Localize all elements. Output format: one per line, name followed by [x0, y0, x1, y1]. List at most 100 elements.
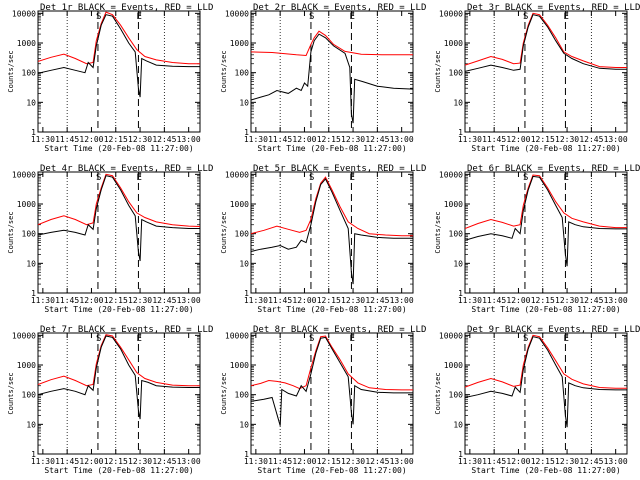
- x-axis-label: Start Time (20-Feb-08 11:27:00): [257, 466, 406, 475]
- marker-label-s: S: [309, 12, 314, 22]
- y-axis-label: Counts/sec: [434, 372, 442, 414]
- plot-frame: [250, 332, 414, 455]
- y-tick-label: 100: [22, 391, 37, 400]
- y-tick-label: 10000: [439, 170, 463, 179]
- x-tick-label: 11:30: [244, 457, 268, 466]
- marker-label-s: S: [96, 334, 101, 344]
- y-tick-label: 1000: [444, 39, 463, 48]
- y-tick-label: 1: [244, 128, 249, 137]
- x-axis-label: Start Time (20-Feb-08 11:27:00): [471, 305, 620, 314]
- y-axis-label: Counts/sec: [7, 372, 15, 414]
- x-tick-label: 12:45: [152, 296, 176, 305]
- y-tick-label: 100: [22, 69, 37, 78]
- x-tick-label: 12:45: [152, 457, 176, 466]
- y-axis-label: Counts/sec: [434, 211, 442, 253]
- y-tick-label: 1000: [444, 200, 463, 209]
- x-tick-label: 12:30: [555, 296, 579, 305]
- x-tick-label: 11:30: [31, 457, 55, 466]
- y-tick-label: 10000: [439, 331, 463, 340]
- y-tick-label: 1: [31, 289, 36, 298]
- series-line-lld: [251, 30, 413, 57]
- x-tick-label: 12:30: [128, 296, 152, 305]
- y-tick-label: 1000: [230, 39, 249, 48]
- marker-label-s: S: [523, 334, 528, 344]
- x-tick-label: 13:00: [177, 457, 201, 466]
- y-axis-label: Counts/sec: [220, 211, 228, 253]
- x-tick-label: 11:30: [458, 296, 482, 305]
- y-tick-label: 10: [26, 420, 36, 429]
- series-line-lld: [38, 173, 200, 227]
- x-tick-label: 12:15: [317, 296, 341, 305]
- plot-title: Det 6r BLACK = Events, RED = LLD: [467, 164, 640, 174]
- x-tick-label: 11:45: [268, 457, 292, 466]
- y-tick-label: 1000: [17, 200, 36, 209]
- x-tick-label: 12:45: [152, 135, 176, 144]
- series-line-events: [251, 177, 413, 285]
- y-tick-label: 1: [458, 128, 463, 137]
- x-tick-label: 12:00: [292, 135, 316, 144]
- x-tick-label: 11:30: [31, 296, 55, 305]
- x-tick-label: 11:45: [268, 135, 292, 144]
- series-line-events: [38, 14, 200, 98]
- x-axis-label: Start Time (20-Feb-08 11:27:00): [44, 466, 193, 475]
- y-tick-label: 100: [449, 69, 464, 78]
- x-tick-label: 11:45: [55, 457, 79, 466]
- x-axis-label: Start Time (20-Feb-08 11:27:00): [471, 466, 620, 475]
- plot-title: Det 2r BLACK = Events, RED = LLD: [253, 3, 426, 13]
- x-tick-label: 12:30: [128, 135, 152, 144]
- x-tick-label: 12:15: [531, 135, 555, 144]
- y-tick-label: 100: [235, 69, 250, 78]
- plot-title: Det 3r BLACK = Events, RED = LLD: [467, 3, 640, 13]
- plot-frame: [464, 332, 628, 455]
- marker-label-s: S: [96, 173, 101, 183]
- series-line-lld: [465, 12, 627, 68]
- x-tick-label: 12:15: [317, 457, 341, 466]
- marker-label-s: S: [309, 334, 314, 344]
- x-tick-label: 13:00: [177, 135, 201, 144]
- marker-label-e: E: [349, 334, 354, 344]
- marker-label-e: E: [136, 173, 141, 183]
- y-tick-label: 100: [22, 230, 37, 239]
- x-tick-label: 13:00: [177, 296, 201, 305]
- x-tick-label: 12:45: [579, 457, 603, 466]
- y-axis-label: Counts/sec: [220, 372, 228, 414]
- x-tick-label: 12:15: [104, 135, 128, 144]
- x-tick-label: 11:30: [458, 135, 482, 144]
- y-tick-label: 10: [453, 259, 463, 268]
- x-tick-label: 11:30: [458, 457, 482, 466]
- x-tick-label: 11:45: [55, 135, 79, 144]
- x-tick-label: 12:30: [341, 457, 365, 466]
- y-tick-label: 1000: [17, 39, 36, 48]
- y-axis-label: Counts/sec: [7, 50, 15, 92]
- series-line-events: [38, 175, 200, 262]
- x-tick-label: 12:30: [341, 296, 365, 305]
- series-line-events: [465, 336, 627, 428]
- series-line-events: [465, 175, 627, 267]
- marker-label-e: E: [349, 12, 354, 22]
- marker-label-s: S: [309, 173, 314, 183]
- y-tick-label: 1000: [444, 361, 463, 370]
- y-tick-label: 10: [26, 259, 36, 268]
- x-tick-label: 12:00: [506, 457, 530, 466]
- y-tick-label: 10000: [225, 170, 249, 179]
- y-tick-label: 10: [453, 98, 463, 107]
- plot-frame: [250, 10, 414, 133]
- x-tick-label: 12:00: [79, 457, 103, 466]
- x-tick-label: 12:15: [317, 135, 341, 144]
- x-tick-label: 12:00: [79, 296, 103, 305]
- y-tick-label: 10000: [439, 9, 463, 18]
- y-tick-label: 10000: [12, 170, 36, 179]
- plot-title: Det 7r BLACK = Events, RED = LLD: [40, 325, 213, 335]
- x-tick-label: 12:15: [104, 457, 128, 466]
- x-tick-label: 12:30: [555, 135, 579, 144]
- x-tick-label: 12:45: [365, 457, 389, 466]
- x-tick-label: 12:45: [579, 135, 603, 144]
- marker-label-e: E: [349, 173, 354, 183]
- x-tick-label: 13:00: [604, 135, 628, 144]
- series-line-lld: [38, 11, 200, 65]
